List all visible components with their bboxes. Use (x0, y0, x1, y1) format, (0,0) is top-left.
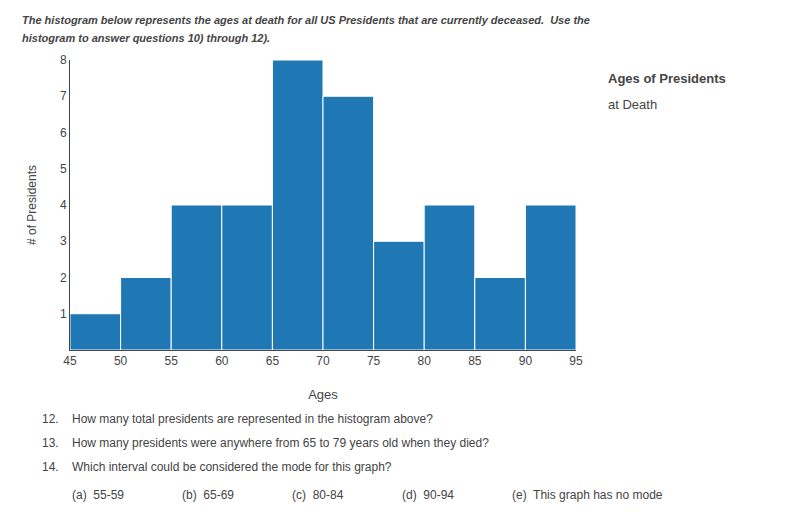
svg-text:Ages: Ages (308, 387, 338, 402)
svg-text:65: 65 (266, 354, 280, 368)
svg-text:(e) This graph has no mode: (e) This graph has no mode (512, 488, 663, 502)
svg-text:Which interval could be consid: Which interval could be considered the m… (72, 460, 392, 474)
svg-text:(d) 90-94: (d) 90-94 (402, 488, 454, 502)
svg-text:at Death: at Death (608, 97, 657, 112)
svg-text:8: 8 (60, 53, 67, 67)
svg-text:2: 2 (60, 271, 67, 285)
svg-text:(a) 55-59: (a) 55-59 (72, 488, 124, 502)
svg-text:5: 5 (60, 162, 67, 176)
svg-text:Ages of Presidents: Ages of Presidents (608, 71, 726, 86)
svg-text:4: 4 (60, 198, 67, 212)
svg-text:80: 80 (418, 354, 432, 368)
svg-text:# of Presidents: # of Presidents (25, 165, 39, 245)
svg-text:90: 90 (519, 354, 533, 368)
svg-text:75: 75 (367, 354, 381, 368)
svg-text:How many total presidents are: How many total presidents are represente… (72, 412, 433, 426)
svg-text:The histogram below represents: The histogram below represents the ages … (22, 14, 590, 26)
svg-text:6: 6 (60, 126, 67, 140)
svg-text:(b) 65-69: (b) 65-69 (182, 488, 234, 502)
svg-text:13.: 13. (42, 436, 59, 450)
svg-text:12.: 12. (42, 412, 59, 426)
svg-text:85: 85 (468, 354, 482, 368)
svg-text:How many presidents were anywh: How many presidents were anywhere from 6… (72, 436, 489, 450)
svg-text:50: 50 (114, 354, 128, 368)
svg-text:55: 55 (165, 354, 179, 368)
svg-text:7: 7 (60, 89, 67, 103)
svg-text:histogram to answer questions: histogram to answer questions 10) throug… (22, 32, 270, 44)
svg-text:60: 60 (215, 354, 229, 368)
svg-text:1: 1 (60, 307, 67, 321)
svg-text:3: 3 (60, 234, 67, 248)
svg-text:14.: 14. (42, 460, 59, 474)
svg-text:70: 70 (316, 354, 330, 368)
svg-text:(c) 80-84: (c) 80-84 (292, 488, 344, 502)
svg-text:95: 95 (569, 354, 583, 368)
svg-text:45: 45 (63, 354, 77, 368)
